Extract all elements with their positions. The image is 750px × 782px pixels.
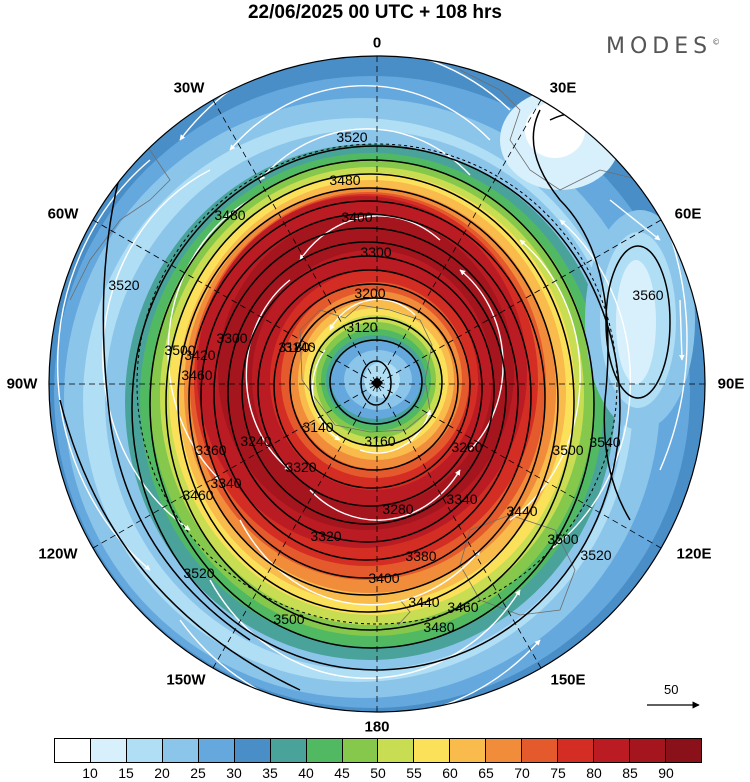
lon-label-90w: 90W [6, 375, 38, 393]
lon-label-120w: 120W [38, 545, 78, 563]
contour-label: 3500 [164, 342, 195, 358]
contour-label: 3200 [354, 285, 385, 301]
contour-label: 3320 [310, 528, 341, 544]
colorbar-tick-label: 20 [154, 765, 170, 781]
colorbar-box [486, 739, 523, 762]
contour-label: 3340 [446, 491, 477, 507]
colorbar-tick-label: 70 [514, 765, 530, 781]
colorbar-tick-label: 50 [370, 765, 386, 781]
latitude-circles [136, 143, 618, 625]
map-title: 22/06/2025 00 UTC + 108 hrs [247, 2, 503, 23]
contour-label: 3460 [181, 367, 212, 383]
contour-labels: 3120 3140 3140 3160 3180 3200 3240 3260 3280 3300… [108, 129, 663, 635]
colorbar-box [126, 739, 163, 762]
contour-label: 3340 [210, 475, 241, 491]
colorbar-tick-label: 55 [406, 765, 422, 781]
colorbar-box [558, 739, 595, 762]
contour-label: 3240 [240, 433, 271, 449]
contour-label: 3120 [346, 319, 377, 335]
colorbar-tick-label: 85 [622, 765, 638, 781]
contour-label: 3520 [108, 277, 139, 293]
colorbar-box [55, 739, 91, 762]
contour-label: 3440 [408, 594, 439, 610]
colorbar-box [342, 739, 379, 762]
contour-label: 3320 [285, 459, 316, 475]
pole-marker [371, 377, 383, 389]
lon-label-60w: 60W [47, 205, 79, 223]
lon-label-60e: 60E [674, 205, 702, 223]
contour-label: 3540 [589, 434, 620, 450]
brand-logo: MODES© [606, 34, 720, 59]
lon-label-90e: 90E [717, 375, 745, 393]
colorbar-tick-label: 90 [658, 765, 674, 781]
colorbar-tick-label: 75 [550, 765, 566, 781]
contour-label: 3360 [195, 442, 226, 458]
wind-speed-shading [49, 56, 705, 712]
contour-label: 3300 [216, 330, 247, 346]
lon-label-30e: 30E [549, 79, 577, 97]
colorbar-tick-label: 80 [586, 765, 602, 781]
contour-label: 3140 [302, 419, 333, 435]
contour-label: 3180 [278, 339, 309, 355]
contour-label: 3400 [368, 570, 399, 586]
reference-vector-arrow [647, 701, 700, 709]
contour-label: 3480 [423, 619, 454, 635]
contour-label: 3520 [183, 565, 214, 581]
colorbar [54, 738, 702, 763]
colorbar-tick-label: 10 [82, 765, 98, 781]
colorbar-tick-label: 40 [298, 765, 314, 781]
contour-label: 3520 [580, 547, 611, 563]
contour-label: 3500 [273, 611, 304, 627]
contour-label: 3260 [451, 439, 482, 455]
colorbar-box [414, 739, 451, 762]
contour-label: 3460 [182, 487, 213, 503]
colorbar-tick-label: 45 [334, 765, 350, 781]
contour-label: 3280 [382, 501, 413, 517]
contour-label: 3140 [284, 339, 315, 355]
contour-label: 3480 [214, 207, 245, 223]
colorbar-box [234, 739, 271, 762]
contour-label: 3500 [552, 442, 583, 458]
lon-label-180: 180 [364, 718, 390, 736]
contour-label: 3380 [405, 548, 436, 564]
colorbar-box [630, 739, 666, 762]
colorbar-tick-label: 25 [190, 765, 206, 781]
brand-text: MODES [606, 34, 713, 59]
lon-label-150w: 150W [166, 671, 206, 689]
colorbar-box [198, 739, 235, 762]
reference-vector-label: 50 [664, 682, 679, 697]
contour-label: 3560 [632, 287, 663, 303]
lon-label-30w: 30W [173, 79, 205, 97]
brand-mark: © [712, 37, 721, 47]
map-boundary [48, 55, 706, 713]
contour-label: 3400 [341, 209, 372, 225]
lon-label-150e: 150E [550, 671, 586, 689]
colorbar-box [665, 739, 701, 762]
colorbar-box [270, 739, 307, 762]
colorbar-box [162, 739, 199, 762]
colorbar-box [594, 739, 630, 762]
colorbar-box [450, 739, 487, 762]
height-contours [59, 109, 671, 691]
colorbar-tick-label: 35 [262, 765, 278, 781]
colorbar-tick-label: 60 [442, 765, 458, 781]
contour-label: 3300 [360, 244, 391, 260]
contour-label: 3500 [547, 531, 578, 547]
colorbar-box [306, 739, 343, 762]
colorbar-box [522, 739, 559, 762]
colorbar-tick-label: 30 [226, 765, 242, 781]
contour-label: 3160 [364, 433, 395, 449]
contour-label: 3420 [184, 347, 215, 363]
contour-label: 3460 [447, 599, 478, 615]
lon-label-120e: 120E [676, 545, 712, 563]
colorbar-box [378, 739, 415, 762]
colorbar-tick-label: 15 [118, 765, 134, 781]
lon-label-0: 0 [372, 34, 382, 52]
colorbar-tick-label: 65 [478, 765, 494, 781]
contour-label: 3480 [329, 172, 360, 188]
contour-label: 3440 [506, 503, 537, 519]
contour-label: 3520 [336, 129, 367, 145]
colorbar-box [90, 739, 127, 762]
